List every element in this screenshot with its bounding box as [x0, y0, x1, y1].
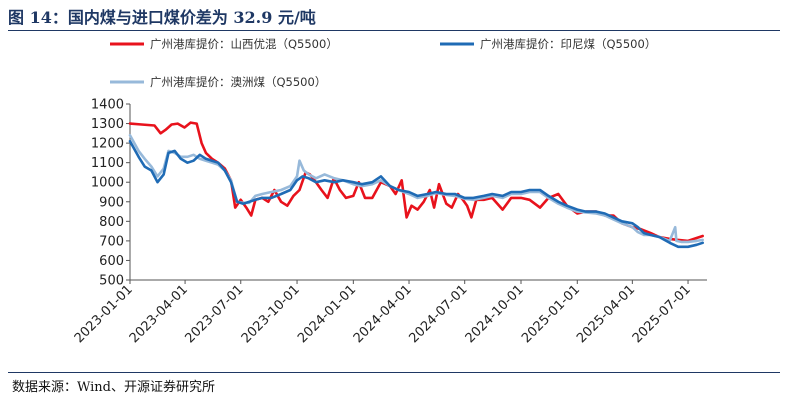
- chart-series-lines: [128, 121, 704, 249]
- legend-label-2: 广州港库提价：澳洲煤（Q5500）: [150, 75, 326, 89]
- x-tick-label: 2024-01-01: [295, 282, 359, 346]
- x-tick-label: 2023-01-01: [72, 282, 136, 346]
- x-tick-label: 2023-07-01: [183, 282, 247, 346]
- x-tick-label: 2024-10-01: [463, 282, 527, 346]
- x-tick-label: 2025-07-01: [630, 282, 694, 346]
- series-line-1: [128, 139, 704, 249]
- x-tick-label: 2024-07-01: [406, 282, 470, 346]
- title-rule: [8, 30, 780, 31]
- x-tick-label: 2023-10-01: [239, 282, 303, 346]
- y-tick-label: 1200: [91, 137, 124, 152]
- line-chart: 500 600 700 800 900 1000 1100 1200 1300 1400 2023-…: [72, 37, 707, 346]
- series-line-2: [128, 134, 704, 244]
- data-source-note: 数据来源：Wind、开源证券研究所: [12, 380, 215, 395]
- y-tick-label: 900: [99, 195, 124, 210]
- source-rule: [8, 372, 780, 373]
- y-tick-label: 600: [99, 254, 124, 269]
- x-tick-label: 2023-04-01: [127, 282, 191, 346]
- legend-label-1: 广州港库提价：印尼煤（Q5500）: [480, 37, 656, 51]
- chart-legend: 广州港库提价：山西优混（Q5500） 广州港库提价：印尼煤（Q5500） 广州港库提…: [110, 37, 656, 89]
- legend-label-0: 广州港库提价：山西优混（Q5500）: [150, 37, 338, 51]
- x-tick-label: 2025-01-01: [519, 282, 583, 346]
- y-tick-label: 1400: [91, 98, 124, 113]
- y-tick-label: 1300: [91, 117, 124, 132]
- y-tick-label: 1000: [91, 176, 124, 191]
- figure-title: 图 14：国内煤与进口煤价差为 32.9 元/吨: [8, 8, 316, 27]
- x-tick-label: 2025-04-01: [574, 282, 638, 346]
- y-tick-label: 800: [99, 215, 124, 230]
- series-line-0: [128, 121, 704, 243]
- y-tick-label: 1100: [91, 156, 124, 171]
- chart-axes: 500 600 700 800 900 1000 1100 1200 1300 1400 2023-…: [72, 98, 707, 346]
- x-tick-label: 2024-04-01: [351, 282, 415, 346]
- y-tick-label: 500: [99, 274, 124, 289]
- y-tick-label: 700: [99, 234, 124, 249]
